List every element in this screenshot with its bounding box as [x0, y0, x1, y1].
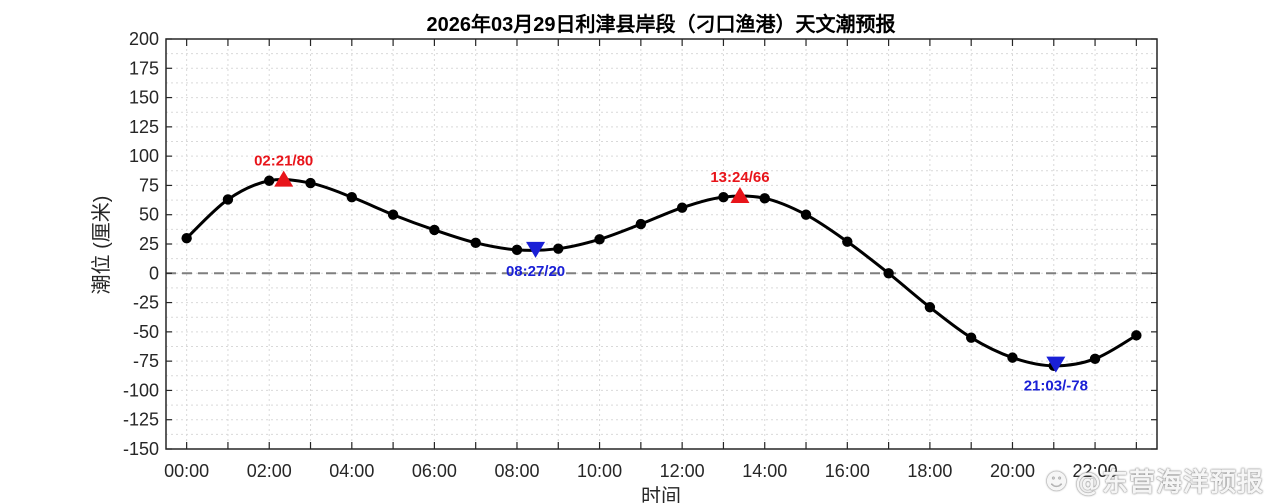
y-tick-label: 25: [139, 234, 159, 254]
x-tick-label: 18:00: [907, 461, 952, 481]
x-tick-label: 20:00: [990, 461, 1035, 481]
high-tide-marker: [730, 186, 750, 203]
x-tick-label: 16:00: [825, 461, 870, 481]
y-tick-label: 75: [139, 175, 159, 195]
high-tide-label: 02:21/80: [254, 153, 313, 170]
high-tide-label: 13:24/66: [710, 169, 769, 186]
x-tick-label: 22:00: [1073, 461, 1118, 481]
y-tick-label: -150: [123, 439, 159, 459]
y-axis-label: 潮位 (厘米): [90, 196, 113, 295]
x-tick-label: 08:00: [494, 461, 539, 481]
low-tide-label: 21:03/-78: [1024, 378, 1088, 395]
y-tick-label: -100: [123, 380, 159, 400]
data-point: [883, 268, 894, 279]
data-point: [470, 237, 481, 249]
high-tide-marker: [274, 170, 294, 187]
watermark-text: @东营海洋预报: [1074, 468, 1264, 498]
data-point: [387, 209, 399, 220]
data-point: [759, 193, 770, 204]
data-point: [965, 332, 977, 343]
y-tick-label: 175: [129, 58, 159, 78]
x-tick-label: 04:00: [329, 461, 374, 481]
x-axis-ticks: 00:00 02:00 04:00 06:00 08:00 10:00 12:00 14:00…: [164, 39, 1137, 481]
x-tick-label: 02:00: [247, 461, 292, 481]
data-point: [924, 302, 936, 313]
data-point: [842, 236, 853, 247]
data-point: [1131, 330, 1142, 341]
watermark: ☻ @东营海洋预报: [1045, 462, 1264, 499]
data-point: [181, 232, 192, 244]
data-point: [553, 243, 564, 254]
x-tick-label: 00:00: [164, 461, 209, 481]
y-tick-label: 100: [129, 146, 159, 166]
data-point: [429, 224, 440, 236]
x-tick-label: 10:00: [577, 461, 622, 481]
y-tick-label: 200: [129, 29, 159, 49]
y-tick-label: -125: [123, 410, 159, 430]
low-tide-marker: [526, 241, 546, 258]
x-axis-label: 时间: [641, 485, 681, 503]
data-point: [676, 202, 688, 213]
data-point: [1007, 352, 1018, 363]
data-point: [718, 191, 729, 203]
low-tide-marker: [1046, 356, 1066, 373]
y-tick-label: 125: [129, 117, 159, 137]
y-tick-label: 0: [149, 263, 159, 283]
y-axis-ticks: 200 175 150 125 100 75 50 25 0 -25 -50 -75 -100 -125 -…: [123, 29, 1157, 459]
data-point: [222, 194, 234, 205]
tide-extrema: 02:21/80 08:27/20 13:24/66 21:03/-78: [254, 153, 1088, 395]
y-tick-label: -50: [133, 322, 159, 342]
y-tick-label: -75: [133, 351, 159, 371]
low-tide-label: 08:27/20: [506, 263, 565, 280]
hourly-points: [181, 175, 1142, 372]
data-point: [264, 175, 275, 186]
data-point: [1089, 353, 1101, 364]
data-point: [635, 218, 647, 230]
x-tick-label: 12:00: [660, 461, 705, 481]
data-point: [305, 177, 316, 189]
data-point: [346, 191, 358, 203]
data-point: [594, 234, 605, 245]
y-tick-label: 150: [129, 88, 159, 108]
chart-title: 2026年03月29日利津县岸段（刁口渔港）天文潮预报: [427, 12, 896, 36]
x-tick-label: 06:00: [412, 461, 457, 481]
y-tick-label: -25: [133, 293, 159, 313]
y-tick-label: 50: [139, 205, 159, 225]
data-point: [800, 209, 812, 220]
weibo-icon: ☻: [1045, 470, 1069, 495]
x-tick-label: 14:00: [742, 461, 787, 481]
data-point: [511, 244, 523, 256]
